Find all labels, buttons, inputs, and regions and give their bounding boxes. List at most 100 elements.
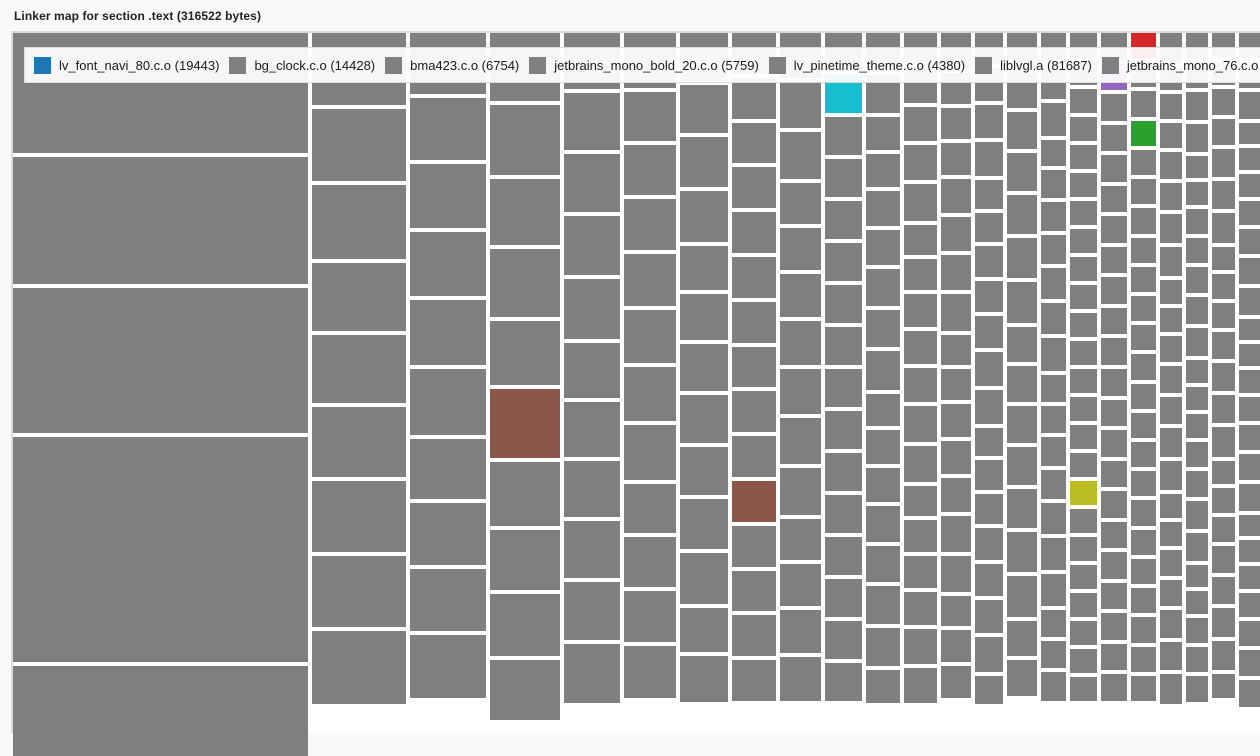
treemap-block[interactable] bbox=[1212, 608, 1235, 637]
treemap-block[interactable] bbox=[904, 445, 937, 482]
treemap-block[interactable] bbox=[1160, 550, 1182, 576]
legend-item-bg_clock.c.o[interactable]: bg_clock.c.o (14428) bbox=[229, 56, 375, 74]
treemap-block[interactable] bbox=[825, 117, 862, 155]
treemap-block[interactable] bbox=[1041, 139, 1066, 167]
treemap-block[interactable] bbox=[1186, 442, 1208, 468]
treemap-block[interactable] bbox=[1101, 307, 1127, 335]
treemap-block[interactable] bbox=[1186, 471, 1208, 498]
treemap-block[interactable] bbox=[1101, 582, 1127, 610]
treemap-block[interactable] bbox=[866, 393, 900, 427]
treemap-block[interactable] bbox=[1101, 613, 1127, 640]
treemap-block[interactable] bbox=[941, 179, 971, 213]
treemap-block[interactable] bbox=[732, 391, 776, 433]
treemap-block[interactable] bbox=[1041, 375, 1066, 402]
treemap-block[interactable] bbox=[1239, 425, 1260, 450]
treemap-block[interactable] bbox=[825, 579, 862, 617]
treemap-block[interactable] bbox=[564, 279, 620, 340]
treemap-block[interactable] bbox=[825, 621, 862, 659]
treemap-block[interactable] bbox=[904, 629, 937, 664]
treemap-block[interactable] bbox=[1131, 588, 1156, 614]
treemap-block[interactable] bbox=[1160, 122, 1182, 149]
treemap-block[interactable] bbox=[1160, 336, 1182, 362]
treemap-block[interactable] bbox=[564, 401, 620, 457]
treemap-block[interactable] bbox=[1041, 610, 1066, 637]
treemap-block[interactable] bbox=[1131, 412, 1156, 439]
treemap-block[interactable] bbox=[1070, 257, 1097, 281]
treemap-block[interactable] bbox=[1239, 344, 1260, 366]
treemap-block[interactable] bbox=[825, 411, 862, 449]
treemap-block[interactable] bbox=[975, 637, 1003, 672]
treemap-block[interactable] bbox=[904, 520, 937, 552]
treemap-block[interactable] bbox=[904, 259, 937, 291]
treemap-block[interactable] bbox=[975, 212, 1003, 243]
treemap-block[interactable] bbox=[1212, 180, 1235, 210]
treemap-block[interactable] bbox=[1131, 325, 1156, 351]
treemap-block[interactable] bbox=[1101, 674, 1127, 701]
treemap-block[interactable] bbox=[1212, 394, 1235, 424]
treemap-block[interactable] bbox=[490, 594, 560, 656]
treemap-block[interactable] bbox=[975, 528, 1003, 560]
legend-item-jetbrains_mono_76.c.o[interactable]: jetbrains_mono_76.c.o (3321) bbox=[1101, 56, 1260, 74]
treemap-block[interactable] bbox=[1239, 148, 1260, 170]
treemap-block[interactable] bbox=[1041, 405, 1066, 434]
treemap-block[interactable] bbox=[866, 117, 900, 150]
treemap-block[interactable] bbox=[1101, 124, 1127, 152]
treemap-block[interactable] bbox=[1101, 430, 1127, 457]
treemap-block[interactable] bbox=[904, 368, 937, 403]
treemap-block[interactable] bbox=[825, 369, 862, 407]
treemap-block[interactable] bbox=[1041, 268, 1066, 299]
treemap-block[interactable] bbox=[866, 467, 900, 503]
treemap-block[interactable] bbox=[941, 665, 971, 698]
treemap-block[interactable] bbox=[410, 98, 486, 161]
treemap-block[interactable] bbox=[825, 453, 862, 491]
treemap-block[interactable] bbox=[1070, 397, 1097, 421]
treemap-block[interactable] bbox=[312, 481, 406, 552]
treemap-block[interactable] bbox=[1070, 285, 1097, 309]
treemap-block[interactable] bbox=[680, 656, 728, 702]
treemap-block[interactable] bbox=[941, 143, 971, 176]
treemap-block[interactable] bbox=[1160, 674, 1182, 704]
treemap-block[interactable] bbox=[1186, 413, 1208, 439]
legend-item-jetbrains_mono_bold_20.c.o[interactable]: jetbrains_mono_bold_20.c.o (5759) bbox=[529, 56, 759, 74]
treemap-block[interactable] bbox=[1160, 521, 1182, 547]
treemap-block[interactable] bbox=[1007, 406, 1037, 443]
treemap-block[interactable] bbox=[1007, 327, 1037, 362]
treemap-block[interactable] bbox=[410, 439, 486, 500]
treemap-block[interactable] bbox=[780, 564, 821, 606]
treemap-block[interactable] bbox=[904, 667, 937, 703]
treemap-block[interactable] bbox=[1212, 302, 1235, 329]
treemap-block[interactable] bbox=[975, 563, 1003, 596]
treemap-block[interactable] bbox=[1070, 229, 1097, 253]
treemap-block[interactable] bbox=[680, 294, 728, 341]
treemap-block[interactable] bbox=[1041, 573, 1066, 607]
treemap-block[interactable] bbox=[312, 108, 406, 182]
treemap-block[interactable] bbox=[866, 430, 900, 464]
treemap-block[interactable] bbox=[1041, 103, 1066, 136]
treemap-block[interactable] bbox=[825, 243, 862, 281]
treemap-block[interactable] bbox=[1160, 460, 1182, 491]
treemap-block[interactable] bbox=[1131, 149, 1156, 176]
treemap-block[interactable] bbox=[624, 367, 676, 421]
treemap-block[interactable] bbox=[1186, 296, 1208, 325]
treemap-block[interactable] bbox=[975, 460, 1003, 490]
treemap-block[interactable] bbox=[1239, 454, 1260, 480]
treemap-block[interactable] bbox=[13, 157, 308, 284]
treemap-block[interactable] bbox=[410, 369, 486, 436]
treemap-block[interactable] bbox=[1186, 646, 1208, 672]
treemap-block[interactable] bbox=[975, 389, 1003, 425]
treemap-block[interactable] bbox=[1131, 675, 1156, 701]
treemap-block[interactable] bbox=[1131, 471, 1156, 497]
treemap-block[interactable] bbox=[1007, 489, 1037, 528]
treemap-block[interactable] bbox=[780, 132, 821, 179]
treemap-block[interactable] bbox=[1160, 396, 1182, 425]
treemap-block[interactable] bbox=[1041, 170, 1066, 198]
treemap-block[interactable] bbox=[941, 404, 971, 437]
treemap-block[interactable] bbox=[1186, 591, 1208, 615]
treemap-block[interactable] bbox=[410, 503, 486, 565]
treemap-block[interactable] bbox=[780, 418, 821, 464]
treemap-block[interactable] bbox=[1239, 566, 1260, 589]
treemap-block[interactable] bbox=[1239, 484, 1260, 511]
treemap-block[interactable] bbox=[1186, 92, 1208, 120]
treemap-block[interactable] bbox=[1070, 537, 1097, 561]
treemap-block[interactable] bbox=[564, 581, 620, 640]
